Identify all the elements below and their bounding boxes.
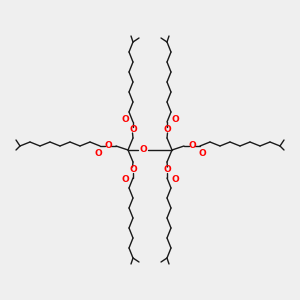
Text: O: O — [121, 116, 129, 124]
Text: O: O — [139, 146, 147, 154]
Text: O: O — [171, 176, 179, 184]
Text: O: O — [129, 166, 137, 175]
Text: O: O — [94, 149, 102, 158]
Text: O: O — [129, 125, 137, 134]
Text: O: O — [171, 116, 179, 124]
Text: O: O — [163, 125, 171, 134]
Text: O: O — [188, 142, 196, 151]
Text: O: O — [163, 166, 171, 175]
Text: O: O — [104, 142, 112, 151]
Text: O: O — [198, 149, 206, 158]
Text: O: O — [121, 176, 129, 184]
